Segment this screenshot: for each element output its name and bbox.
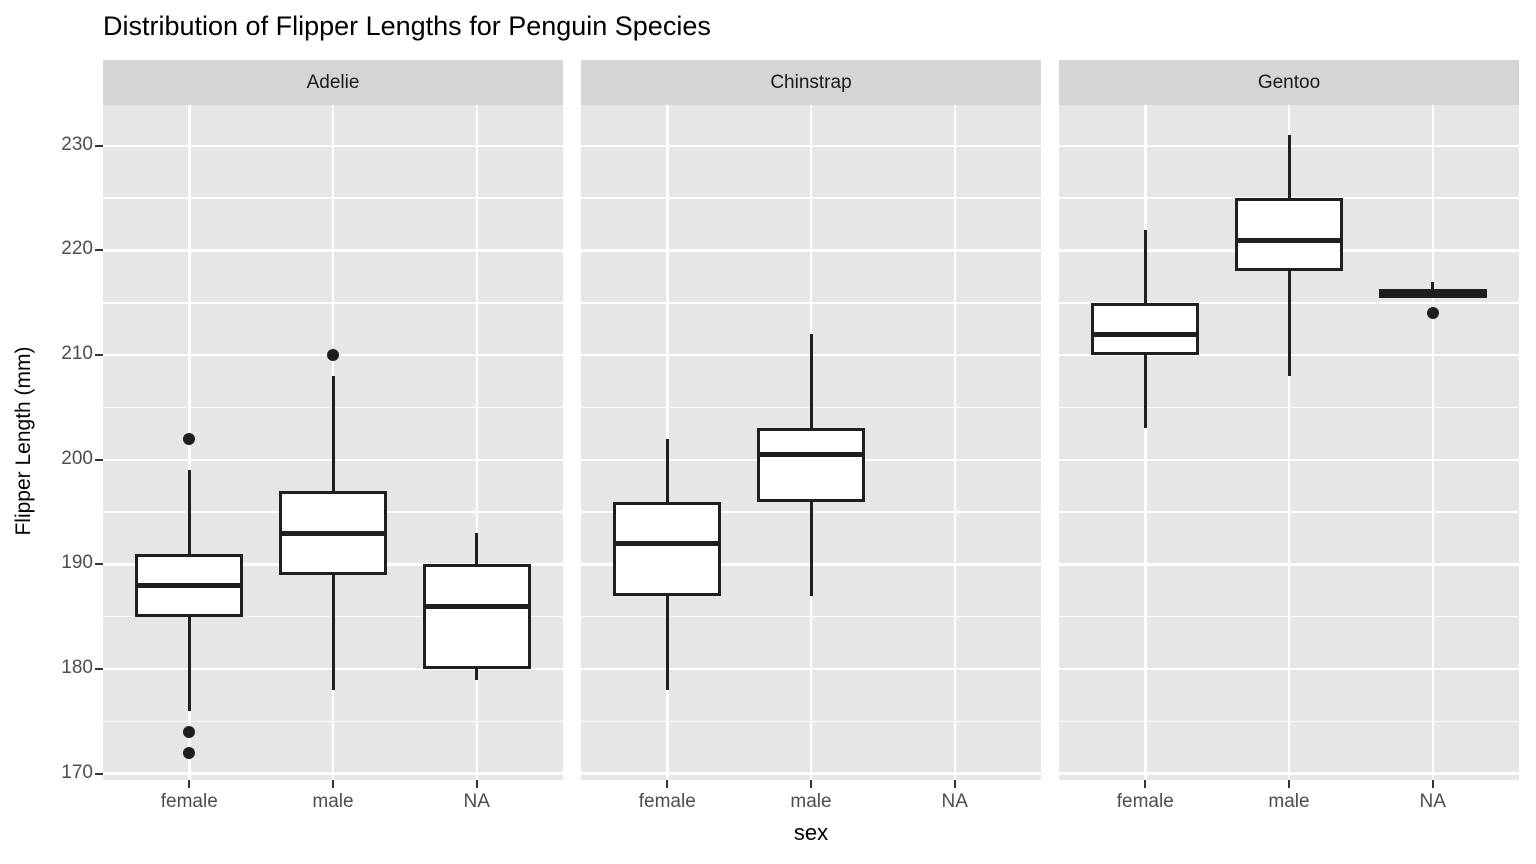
vertical-gridline: [953, 105, 956, 780]
x-tick-mark: [810, 780, 812, 788]
x-tick-label: NA: [1419, 791, 1446, 812]
upper-whisker-gentoo-female: [1143, 229, 1147, 303]
facet-label-chinstrap: Chinstrap: [770, 71, 852, 93]
vertical-gridline: [1287, 105, 1291, 780]
x-tick-label: male: [1268, 791, 1310, 812]
chart-title: Distribution of Flipper Lengths for Peng…: [103, 11, 711, 41]
x-axis-title: sex: [793, 820, 829, 845]
vertical-gridline: [475, 105, 478, 780]
outlier-point-adelie-female: [183, 725, 196, 738]
median-line-gentoo-na: [1378, 289, 1487, 295]
facet-strip-gentoo: Gentoo: [1059, 60, 1519, 105]
y-tick-label: 190: [61, 552, 93, 574]
lower-whisker-gentoo-female: [1143, 355, 1147, 429]
y-tick-mark: [95, 354, 103, 357]
median-line-gentoo-male: [1235, 237, 1343, 243]
x-tick-label: female: [638, 791, 696, 812]
y-tick-mark: [95, 668, 103, 671]
x-tick-label: NA: [941, 791, 968, 812]
outlier-point-gentoo-na: [1426, 307, 1439, 320]
y-tick-mark: [95, 144, 103, 147]
outlier-point-adelie-female: [183, 746, 196, 759]
vertical-gridline: [1431, 105, 1434, 780]
y-tick-mark: [95, 458, 103, 461]
lower-whisker-adelie-female: [187, 616, 191, 711]
y-tick-label: 220: [61, 238, 93, 260]
y-tick-label: 210: [61, 343, 93, 365]
x-tick-label: female: [1116, 791, 1174, 812]
upper-whisker-gentoo-na: [1431, 281, 1435, 290]
facet-label-adelie: Adelie: [306, 71, 360, 93]
x-tick-mark: [475, 780, 478, 788]
upper-whisker-chinstrap-male: [809, 334, 813, 429]
y-tick-label: 230: [61, 133, 93, 155]
facet-panel-chinstrap: [581, 105, 1041, 780]
outlier-point-adelie-male: [327, 349, 339, 362]
x-tick-mark: [188, 780, 191, 788]
upper-whisker-gentoo-male: [1287, 135, 1291, 199]
x-tick-mark: [1144, 780, 1147, 788]
median-line-chinstrap-female: [613, 540, 722, 546]
y-tick-label: 200: [61, 447, 93, 469]
outlier-point-adelie-female: [183, 432, 196, 445]
y-tick-label: 180: [61, 657, 93, 679]
y-tick-mark: [95, 772, 103, 775]
x-tick-mark: [666, 780, 669, 788]
facet-strip-chinstrap: Chinstrap: [581, 60, 1041, 105]
facet-panel-adelie: [103, 105, 563, 780]
upper-whisker-chinstrap-female: [665, 438, 669, 502]
facet-label-gentoo: Gentoo: [1257, 71, 1321, 93]
facet-strip-adelie: Adelie: [103, 60, 563, 105]
box-chinstrap-female: [613, 501, 722, 596]
box-chinstrap-male: [757, 428, 865, 502]
box-gentoo-female: [1091, 302, 1200, 356]
median-line-gentoo-female: [1091, 331, 1200, 337]
lower-whisker-adelie-na: [475, 669, 479, 680]
y-tick-label: 170: [61, 761, 93, 783]
x-tick-mark: [1288, 780, 1290, 788]
x-tick-label: NA: [463, 791, 490, 812]
lower-whisker-chinstrap-male: [809, 501, 813, 596]
upper-whisker-adelie-male: [331, 376, 335, 492]
x-tick-mark: [953, 780, 956, 788]
vertical-gridline: [1144, 105, 1147, 780]
facet-panel-gentoo: [1059, 105, 1519, 780]
x-tick-mark: [1431, 780, 1434, 788]
median-line-chinstrap-male: [757, 452, 865, 458]
x-tick-label: male: [790, 791, 832, 812]
lower-whisker-chinstrap-female: [665, 595, 669, 690]
y-tick-mark: [95, 249, 103, 252]
lower-whisker-gentoo-male: [1287, 271, 1291, 377]
median-line-adelie-male: [279, 530, 387, 536]
box-gentoo-male: [1235, 198, 1343, 272]
median-line-adelie-na: [422, 603, 531, 609]
box-adelie-na: [422, 564, 531, 670]
median-line-adelie-female: [135, 582, 244, 588]
y-tick-mark: [95, 563, 103, 566]
lower-whisker-adelie-male: [331, 574, 335, 690]
x-tick-mark: [332, 780, 334, 788]
x-tick-label: female: [160, 791, 218, 812]
x-tick-label: male: [312, 791, 354, 812]
upper-whisker-adelie-na: [475, 533, 479, 565]
upper-whisker-adelie-female: [187, 470, 191, 554]
